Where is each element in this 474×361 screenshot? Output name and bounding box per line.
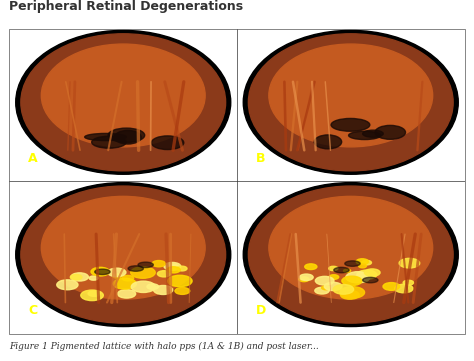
Ellipse shape bbox=[348, 131, 381, 140]
Ellipse shape bbox=[359, 264, 366, 268]
Ellipse shape bbox=[363, 277, 378, 283]
Text: C: C bbox=[28, 304, 38, 317]
Ellipse shape bbox=[357, 270, 377, 279]
Ellipse shape bbox=[305, 264, 317, 270]
Ellipse shape bbox=[91, 136, 126, 148]
Ellipse shape bbox=[365, 269, 380, 276]
Ellipse shape bbox=[403, 280, 414, 285]
Ellipse shape bbox=[165, 264, 179, 270]
Ellipse shape bbox=[331, 118, 370, 131]
Ellipse shape bbox=[322, 286, 330, 290]
Ellipse shape bbox=[167, 267, 180, 273]
Ellipse shape bbox=[314, 135, 342, 149]
Ellipse shape bbox=[151, 136, 184, 149]
Ellipse shape bbox=[168, 275, 192, 287]
Ellipse shape bbox=[108, 128, 145, 143]
Ellipse shape bbox=[89, 276, 98, 280]
Ellipse shape bbox=[334, 268, 349, 273]
Ellipse shape bbox=[248, 34, 453, 171]
Ellipse shape bbox=[362, 260, 372, 265]
Ellipse shape bbox=[399, 258, 419, 268]
Ellipse shape bbox=[147, 284, 159, 290]
Ellipse shape bbox=[269, 196, 433, 299]
Ellipse shape bbox=[315, 277, 334, 285]
Ellipse shape bbox=[357, 277, 368, 282]
Ellipse shape bbox=[21, 34, 226, 171]
Ellipse shape bbox=[395, 284, 413, 293]
Text: A: A bbox=[28, 152, 38, 165]
Ellipse shape bbox=[154, 286, 173, 295]
Text: Figure 1 Pigmented lattice with halo pps (1A & 1B) and post laser...: Figure 1 Pigmented lattice with halo pps… bbox=[9, 342, 319, 351]
Ellipse shape bbox=[16, 183, 231, 327]
Ellipse shape bbox=[157, 271, 171, 277]
Ellipse shape bbox=[128, 266, 144, 271]
Ellipse shape bbox=[299, 277, 309, 282]
Ellipse shape bbox=[345, 261, 360, 266]
Ellipse shape bbox=[363, 130, 383, 137]
Ellipse shape bbox=[340, 287, 365, 298]
Ellipse shape bbox=[95, 269, 110, 275]
Ellipse shape bbox=[344, 269, 351, 273]
Ellipse shape bbox=[96, 268, 108, 273]
Ellipse shape bbox=[375, 125, 405, 139]
Ellipse shape bbox=[118, 290, 136, 298]
Ellipse shape bbox=[175, 287, 190, 294]
Ellipse shape bbox=[248, 186, 453, 323]
Ellipse shape bbox=[112, 274, 121, 278]
Ellipse shape bbox=[342, 276, 362, 286]
Ellipse shape bbox=[340, 291, 359, 299]
Ellipse shape bbox=[243, 30, 458, 174]
Ellipse shape bbox=[41, 196, 205, 299]
Ellipse shape bbox=[131, 267, 155, 278]
Ellipse shape bbox=[81, 290, 103, 301]
Ellipse shape bbox=[356, 259, 368, 265]
Ellipse shape bbox=[16, 30, 231, 174]
Ellipse shape bbox=[88, 291, 100, 296]
Ellipse shape bbox=[108, 268, 126, 277]
Ellipse shape bbox=[346, 272, 370, 283]
Ellipse shape bbox=[324, 282, 342, 291]
Ellipse shape bbox=[333, 284, 354, 294]
Ellipse shape bbox=[300, 274, 313, 280]
Ellipse shape bbox=[85, 134, 127, 141]
Ellipse shape bbox=[328, 266, 338, 271]
Ellipse shape bbox=[131, 281, 155, 292]
Ellipse shape bbox=[383, 283, 400, 290]
Text: D: D bbox=[255, 304, 266, 317]
Ellipse shape bbox=[21, 186, 226, 323]
Ellipse shape bbox=[91, 267, 109, 276]
Ellipse shape bbox=[269, 44, 433, 147]
Ellipse shape bbox=[152, 261, 165, 267]
Ellipse shape bbox=[122, 275, 134, 281]
Ellipse shape bbox=[71, 273, 89, 281]
Text: B: B bbox=[256, 152, 265, 165]
Ellipse shape bbox=[164, 262, 181, 270]
Ellipse shape bbox=[41, 44, 205, 147]
Ellipse shape bbox=[138, 262, 153, 268]
Ellipse shape bbox=[57, 280, 78, 290]
Ellipse shape bbox=[315, 287, 329, 294]
Ellipse shape bbox=[113, 278, 137, 289]
Ellipse shape bbox=[70, 274, 82, 280]
Ellipse shape bbox=[329, 275, 339, 279]
Ellipse shape bbox=[177, 266, 187, 271]
Text: Peripheral Retinal Degenerations: Peripheral Retinal Degenerations bbox=[9, 0, 244, 13]
Ellipse shape bbox=[115, 130, 141, 144]
Ellipse shape bbox=[243, 183, 458, 327]
